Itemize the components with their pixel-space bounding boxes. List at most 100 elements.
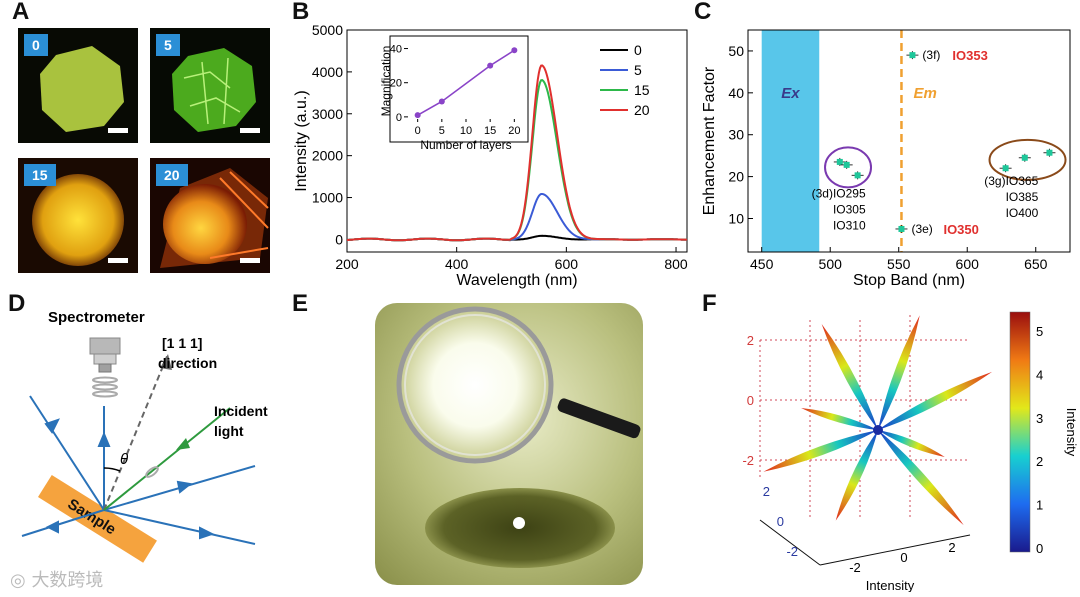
ex-label: Ex xyxy=(781,85,800,102)
inset-y-tick-label: 20 xyxy=(390,78,402,90)
theta-arc xyxy=(103,467,121,472)
magnifier-photo xyxy=(375,303,643,585)
colorbar-tick-label: 4 xyxy=(1036,367,1043,382)
inset-point xyxy=(487,62,494,69)
y-tick-label: 4000 xyxy=(312,64,343,80)
group-3f-name: IO353 xyxy=(952,48,987,63)
y-axis-label: Enhancement Factor xyxy=(701,66,718,215)
inset-point xyxy=(438,98,445,105)
y-tick-label: 1000 xyxy=(312,190,343,206)
incident-label-line1: Incident xyxy=(214,403,268,419)
incident-ray xyxy=(103,407,231,511)
x-tick-label: 2 xyxy=(948,540,955,555)
plot-frame xyxy=(346,29,688,253)
theta-label: θ xyxy=(120,451,128,468)
focused-spot xyxy=(513,517,525,529)
inset-line xyxy=(417,49,515,116)
watermark-logo: ◎ 大数跨境 xyxy=(10,570,104,591)
micrograph-15-layers: 15 xyxy=(18,158,138,273)
layer-badge: 0 xyxy=(24,34,48,56)
x-axis-label: Intensity xyxy=(866,578,915,592)
data-point xyxy=(1021,154,1028,161)
x-tick-label: 800 xyxy=(664,256,688,272)
y-tick-label: 30 xyxy=(728,127,744,143)
legend-label: 0 xyxy=(634,42,642,58)
data-point xyxy=(1002,165,1009,172)
incident-arrowhead xyxy=(176,438,190,450)
x-tick-label: 550 xyxy=(887,256,911,272)
group-3g-name: IO400 xyxy=(1006,206,1039,220)
data-point xyxy=(898,225,905,232)
layer-badge: 20 xyxy=(156,164,188,186)
x-tick-label: 200 xyxy=(335,256,359,272)
group-3d-name: IO305 xyxy=(833,202,866,216)
x-axis-label: Stop Band (nm) xyxy=(853,272,965,289)
y-tick-label: 2000 xyxy=(312,148,343,164)
data-point xyxy=(843,161,850,168)
y-axis-label: Intensity (a.u.) xyxy=(293,90,310,191)
series-line-20 xyxy=(347,64,688,242)
x-tick-label: 600 xyxy=(555,256,579,272)
group-3e-name: IO350 xyxy=(943,222,978,237)
colorbar-tick-label: 1 xyxy=(1036,498,1043,513)
direction-arrow xyxy=(103,353,169,511)
panel-label-a: A xyxy=(12,0,30,25)
inset-x-label: Number of layers xyxy=(420,138,511,152)
magnifier-lens xyxy=(396,306,554,464)
panel-label-c: C xyxy=(694,0,712,25)
legend-label: 15 xyxy=(634,82,650,98)
reflected-rays xyxy=(21,395,256,545)
incident-lens-icon xyxy=(145,466,159,478)
inset-y-tick-label: 40 xyxy=(390,44,402,56)
x-axis-label: Wavelength (nm) xyxy=(456,272,577,289)
data-point xyxy=(836,158,843,165)
x-tick-label: 450 xyxy=(750,256,774,272)
spectrometer-icon xyxy=(89,337,121,398)
radiation-lobes xyxy=(763,315,993,526)
group-3d-name: IO295 xyxy=(833,186,866,200)
scale-bar xyxy=(108,128,128,133)
x-axis-line xyxy=(819,534,971,566)
panel-label-e: E xyxy=(292,290,309,317)
watermark-text: 大数跨境 xyxy=(31,570,104,591)
group-3d-tag: (3d) xyxy=(812,186,833,200)
ex-band xyxy=(761,30,820,252)
x-tick-label: 650 xyxy=(1024,256,1048,272)
x-tick-label: 600 xyxy=(956,256,980,272)
z-tick-label: 2 xyxy=(747,333,754,348)
legend-label: 20 xyxy=(634,102,650,118)
direction-label-line1: [1 1 1] xyxy=(162,335,202,351)
y-axis-line xyxy=(759,519,821,566)
y-tick-label: 10 xyxy=(728,210,744,226)
z-tick-label: 0 xyxy=(747,393,754,408)
group-3g-name: IO385 xyxy=(1006,190,1039,204)
colorbar-label: Intensity xyxy=(1064,408,1079,457)
inset-x-tick-label: 10 xyxy=(460,125,472,137)
direction-arrowhead xyxy=(160,354,172,370)
grid-box xyxy=(759,315,970,520)
group-3g-tag: (3g) xyxy=(984,174,1005,188)
z-tick-label: -2 xyxy=(742,453,754,468)
inset-x-tick-label: 15 xyxy=(484,125,496,137)
colorbar-tick-label: 2 xyxy=(1036,454,1043,469)
data-point xyxy=(854,172,861,179)
layer-badge: 5 xyxy=(156,34,180,56)
measurement-schematic: Spectrometer Sample [1 1 1] direction In… xyxy=(21,309,268,563)
group-3g-name: IO365 xyxy=(1006,174,1039,188)
scale-bar xyxy=(240,128,260,133)
micrograph-0-layers: 0 xyxy=(18,28,138,143)
group-3d-ellipse xyxy=(824,146,873,189)
x-tick-label: 0 xyxy=(900,550,907,565)
panel-label-f: F xyxy=(702,290,717,317)
colorbar xyxy=(1009,311,1031,553)
y-tick-label: 5000 xyxy=(312,22,343,38)
inset-point xyxy=(511,47,518,54)
group-3d-name: IO310 xyxy=(833,218,866,232)
y-tick-label: 3000 xyxy=(312,106,343,122)
incident-label-line2: light xyxy=(214,423,244,439)
y-tick-label: -2 xyxy=(786,544,798,559)
x-tick-label: -2 xyxy=(849,560,861,575)
group-3g-ellipse xyxy=(988,138,1067,181)
colorbar-tick-label: 3 xyxy=(1036,411,1043,426)
micrograph-5-layers: 5 xyxy=(150,28,270,143)
